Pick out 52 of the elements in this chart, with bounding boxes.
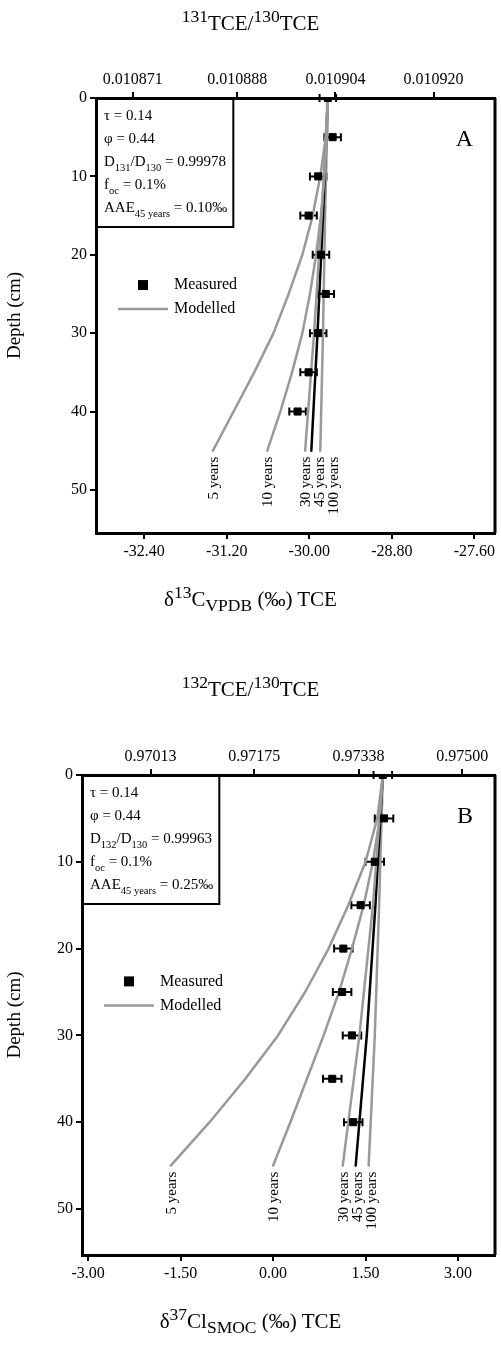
x2-tick-label: 0.010888 [207,69,268,87]
y-tick-label: 0 [79,88,87,106]
x-tick-label: -32.40 [123,541,165,559]
y-tick-label: 0 [65,765,73,783]
annotation: Modelled [160,995,222,1013]
annotation: τ = 0.14 [90,784,139,800]
x-tick-label: 1.50 [351,1263,380,1281]
x-tick-label: -3.00 [71,1263,105,1281]
y-tick-label: 50 [71,480,87,498]
y-tick-label: 20 [71,244,87,262]
y-tick-label: 20 [57,938,73,956]
x2-tick-label: 0.97013 [124,746,177,764]
x2-axis-title: $^{131}$TCE/$^{130}$TCE [180,6,321,36]
y-tick-label: 40 [57,1112,73,1130]
x2-tick-label: 0.97500 [436,746,489,764]
text: 5 years [204,456,221,500]
x-axis-title: δ$^{13}$C$_{VPDB}$ (‰) TCE [163,582,338,617]
y-axis-title: Depth (cm) [3,271,26,360]
x-tick-label: -28.80 [371,541,413,559]
y-tick-label: 30 [71,323,87,341]
text: 30 years [297,456,314,508]
text: A [455,125,474,152]
legend-label: Measured [160,971,224,989]
annotation: φ = 0.44 [90,807,142,823]
text: 5 years [162,1171,179,1215]
y-tick-label: 30 [57,1025,73,1043]
text: 10 years [265,1171,282,1222]
y-tick-label: 10 [57,852,73,869]
y-axis-title: Depth (cm) [3,971,26,1059]
text: B [456,802,473,829]
x-tick-label: -30.00 [288,541,330,559]
y-tick-label: 50 [57,1199,73,1217]
x2-tick-label: 0.010920 [403,69,464,87]
x2-tick-label: 0.010871 [102,69,163,87]
x2-tick-label: 0.97175 [228,746,281,764]
x-tick-label: -1.50 [163,1263,198,1281]
y-tick-label: 10 [71,166,87,184]
x-tick-label: -31.20 [206,541,248,559]
x2-tick-label: 0.010904 [305,69,366,87]
annotation: τ = 0.14 [104,107,153,123]
annotation: Modelled [174,299,236,317]
x-tick-label: 3.00 [444,1263,473,1281]
x2-tick-label: 0.97338 [332,746,385,764]
x-axis-title: δ$^{37}$Cl$_{SMOC}$ (‰) TCE [158,1304,343,1339]
x-tick-label: 0.00 [259,1263,288,1281]
annotation: φ = 0.44 [104,130,156,146]
x2-axis-title: $^{132}$TCE/$^{130}$TCE [180,672,321,702]
text: 30 years [334,1171,351,1222]
x-tick-label: -27.60 [453,541,496,559]
legend-label: Measured [174,275,238,293]
text: 10 years [259,456,276,508]
y-tick-label: 40 [71,401,87,419]
